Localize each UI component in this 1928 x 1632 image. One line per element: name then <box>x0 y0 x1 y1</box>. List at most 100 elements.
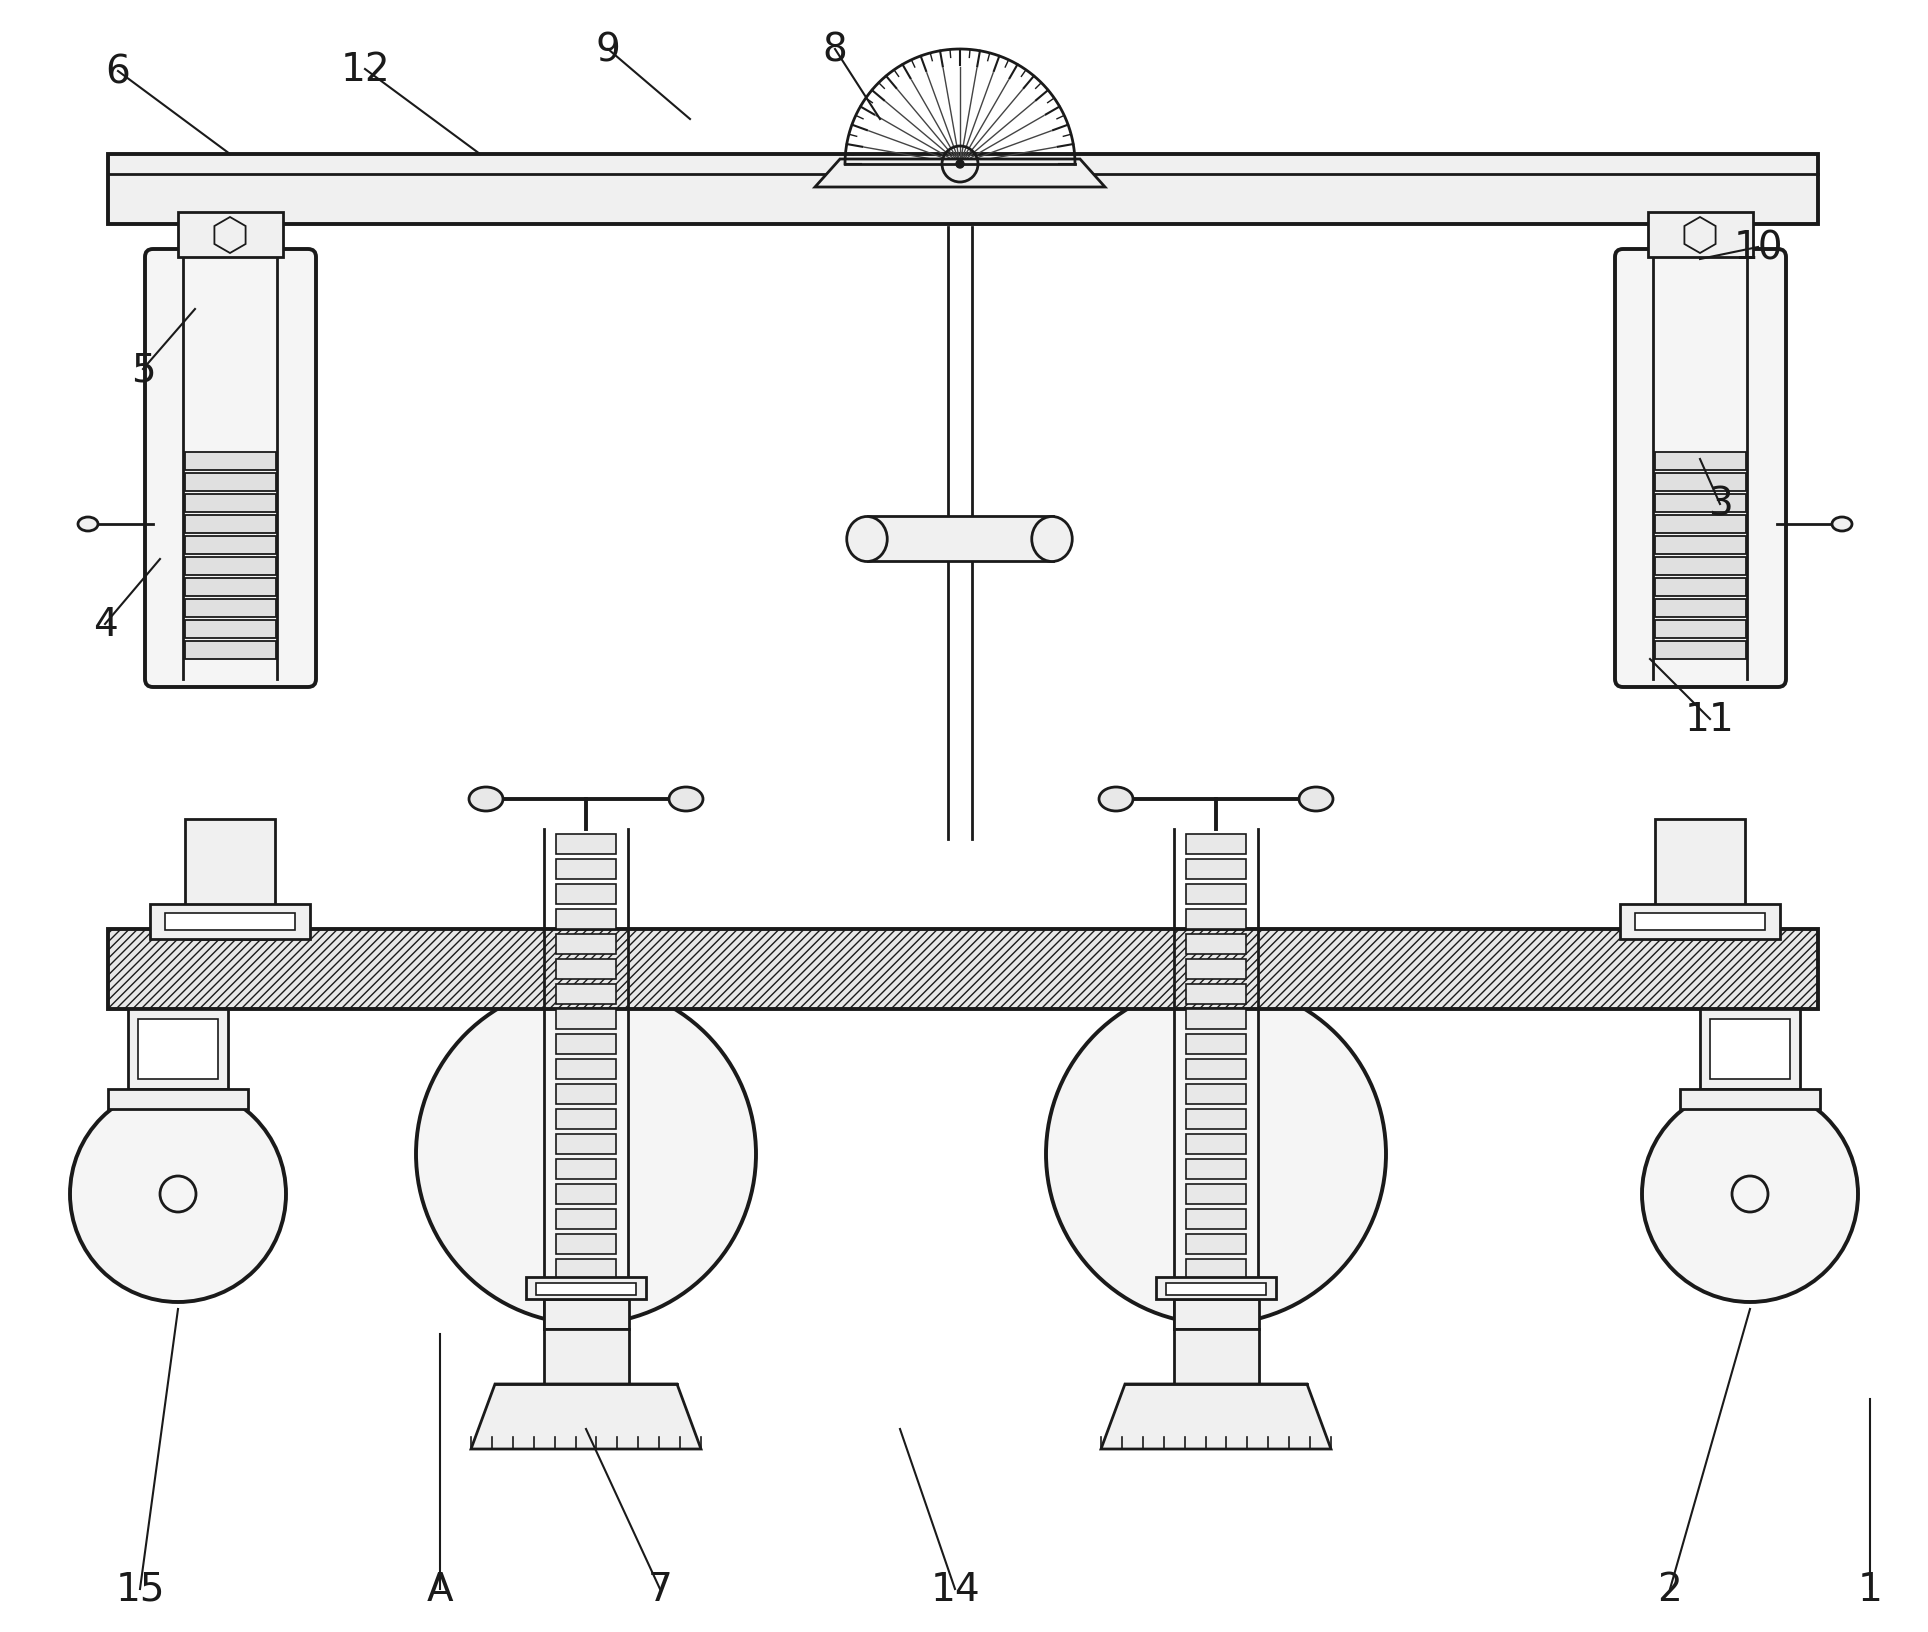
Text: 11: 11 <box>1685 700 1735 739</box>
Bar <box>1186 1134 1245 1154</box>
FancyBboxPatch shape <box>1616 250 1785 687</box>
Bar <box>555 1108 617 1129</box>
Bar <box>185 452 276 470</box>
Ellipse shape <box>1099 788 1134 811</box>
Polygon shape <box>816 160 1105 188</box>
Text: 4: 4 <box>93 605 118 643</box>
Bar <box>1186 1033 1245 1054</box>
Bar <box>1186 984 1245 1004</box>
Bar <box>555 1284 617 1304</box>
Ellipse shape <box>1832 517 1853 532</box>
Bar <box>108 930 1818 1009</box>
Bar <box>555 1309 617 1328</box>
Bar <box>1654 537 1747 555</box>
Circle shape <box>1643 1087 1859 1302</box>
Bar <box>1186 960 1245 979</box>
Bar <box>1654 516 1747 534</box>
Bar <box>185 494 276 512</box>
Text: 9: 9 <box>596 31 621 69</box>
Bar <box>108 1089 249 1110</box>
Bar <box>1654 494 1747 512</box>
Bar <box>185 620 276 638</box>
Bar <box>555 1258 617 1279</box>
Bar <box>1186 1159 1245 1180</box>
Bar <box>1186 1258 1245 1279</box>
Bar <box>1654 473 1747 491</box>
Bar <box>185 473 276 491</box>
Text: 8: 8 <box>823 31 848 69</box>
Bar <box>868 517 1053 561</box>
Bar <box>555 1059 617 1079</box>
Bar <box>544 1299 629 1328</box>
Ellipse shape <box>846 517 887 561</box>
Bar <box>185 641 276 659</box>
Bar <box>555 1159 617 1180</box>
Bar <box>185 601 276 617</box>
Bar <box>526 1278 646 1299</box>
Bar <box>1186 1209 1245 1229</box>
Bar <box>1186 1234 1245 1255</box>
Bar <box>1186 858 1245 880</box>
Bar <box>1186 834 1245 855</box>
Bar <box>555 1183 617 1204</box>
Bar <box>1700 1009 1801 1089</box>
Bar <box>1174 1299 1259 1328</box>
Bar <box>555 1209 617 1229</box>
Ellipse shape <box>469 788 503 811</box>
Text: 1: 1 <box>1857 1570 1882 1608</box>
Bar <box>1186 885 1245 904</box>
Polygon shape <box>470 1384 702 1449</box>
Bar <box>1186 934 1245 955</box>
Bar <box>1679 1089 1820 1110</box>
Circle shape <box>956 162 964 168</box>
Bar <box>185 558 276 576</box>
Bar <box>185 516 276 534</box>
Text: 15: 15 <box>116 1570 164 1608</box>
Circle shape <box>69 1087 285 1302</box>
Bar <box>166 914 295 930</box>
Text: A: A <box>426 1570 453 1608</box>
Circle shape <box>416 984 756 1324</box>
Bar <box>555 1134 617 1154</box>
Bar <box>1654 641 1747 659</box>
Bar <box>1186 1084 1245 1105</box>
Bar <box>1186 1059 1245 1079</box>
Bar <box>1635 914 1764 930</box>
Bar <box>1186 1309 1245 1328</box>
Ellipse shape <box>1031 517 1072 561</box>
Bar <box>555 960 617 979</box>
Bar <box>1654 579 1747 597</box>
Bar <box>177 212 283 258</box>
Bar <box>1186 909 1245 930</box>
Bar <box>1654 601 1747 617</box>
Text: 10: 10 <box>1733 228 1783 268</box>
Bar <box>555 1234 617 1255</box>
Circle shape <box>1047 984 1386 1324</box>
Text: 6: 6 <box>106 52 131 91</box>
Bar <box>1648 212 1753 258</box>
Bar <box>1186 1284 1245 1304</box>
Text: 3: 3 <box>1708 486 1733 524</box>
Text: 12: 12 <box>339 51 389 90</box>
Polygon shape <box>214 217 245 255</box>
Bar <box>1186 1009 1245 1030</box>
Bar <box>555 885 617 904</box>
Bar <box>185 819 276 940</box>
Bar <box>1186 1183 1245 1204</box>
Text: 7: 7 <box>648 1570 673 1608</box>
Text: 2: 2 <box>1658 1570 1683 1608</box>
Bar <box>1654 452 1747 470</box>
Bar <box>1174 1328 1259 1384</box>
Ellipse shape <box>669 788 704 811</box>
Bar <box>1710 1020 1789 1079</box>
Polygon shape <box>1101 1384 1330 1449</box>
Polygon shape <box>1685 217 1716 255</box>
Bar <box>555 909 617 930</box>
Bar <box>108 155 1818 225</box>
Bar <box>555 834 617 855</box>
Bar <box>555 1033 617 1054</box>
Bar <box>1166 1283 1267 1296</box>
Bar <box>127 1009 228 1089</box>
Bar <box>1654 819 1745 940</box>
Bar <box>1654 558 1747 576</box>
